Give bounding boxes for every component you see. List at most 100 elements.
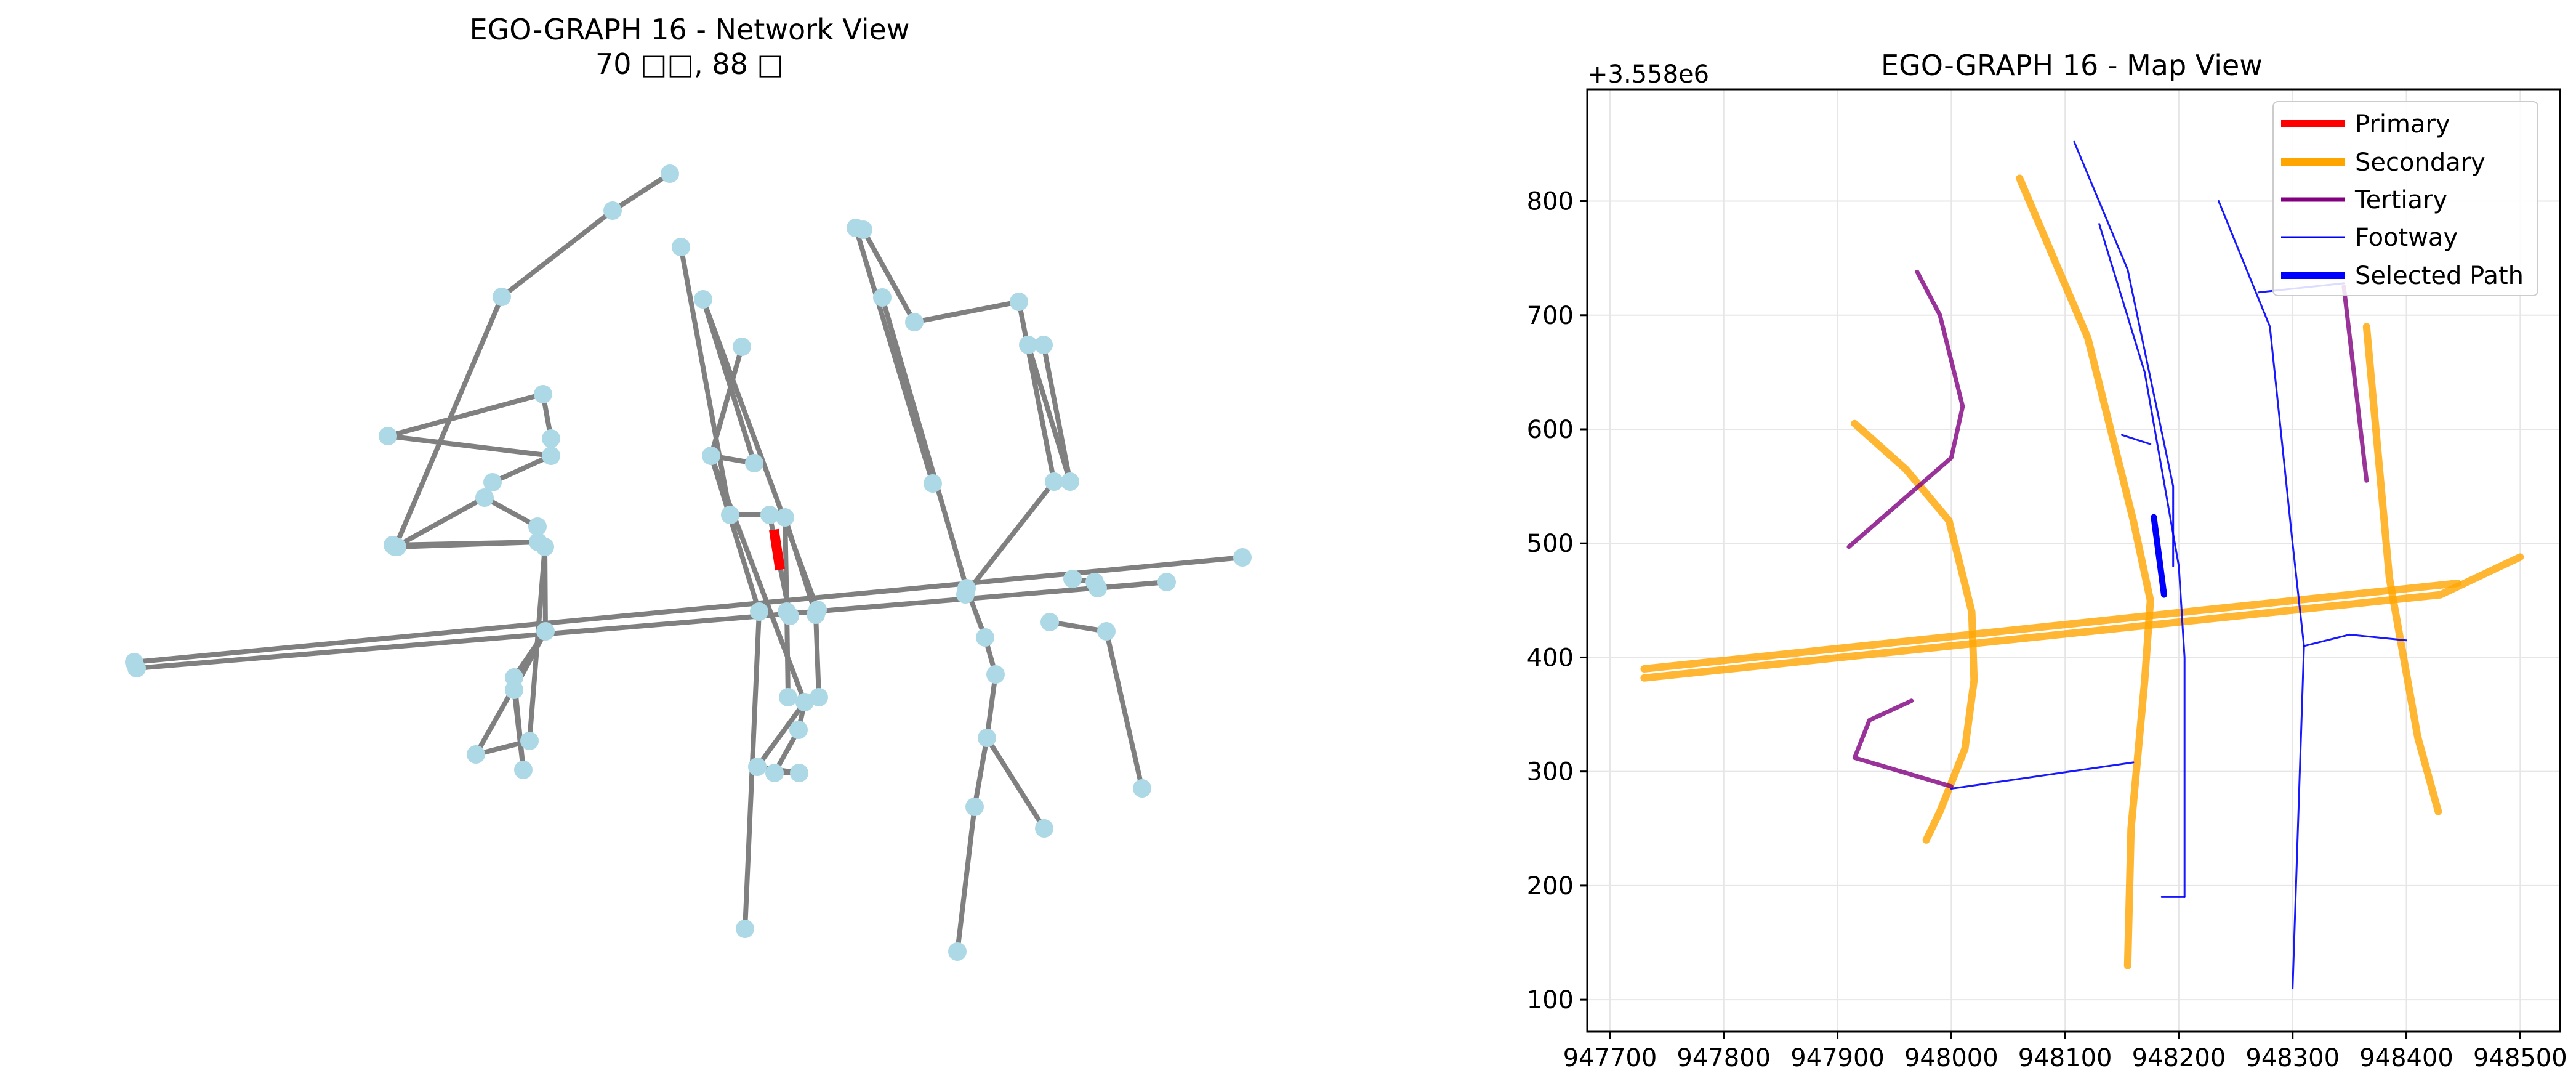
network-edge bbox=[1041, 344, 1073, 482]
network-nodes bbox=[125, 164, 1252, 961]
network-edges bbox=[134, 171, 1243, 952]
map-line-footway bbox=[2303, 633, 2407, 647]
network-node bbox=[388, 538, 406, 556]
network-highlight-edge bbox=[769, 528, 785, 571]
network-node bbox=[745, 454, 763, 472]
network-subtitle: 70 □□, 88 □ bbox=[595, 47, 784, 81]
network-node bbox=[1089, 579, 1107, 597]
network-edge bbox=[500, 208, 614, 299]
map-line-secondary bbox=[1640, 580, 2461, 673]
x-tick-label: 947900 bbox=[1790, 1044, 1885, 1072]
network-node bbox=[1040, 613, 1059, 631]
network-node bbox=[1157, 573, 1176, 591]
y-tick-label: 100 bbox=[1527, 986, 1574, 1014]
network-node bbox=[760, 506, 779, 524]
network-edge bbox=[611, 171, 672, 213]
network-node bbox=[736, 920, 754, 938]
y-tick-label: 600 bbox=[1527, 416, 1574, 444]
y-tick-label: 700 bbox=[1527, 302, 1574, 330]
network-node bbox=[1034, 336, 1053, 354]
network-edge bbox=[701, 298, 820, 611]
legend-label-tertiary: Tertiary bbox=[2354, 186, 2447, 214]
network-node bbox=[976, 628, 994, 647]
network-edge bbox=[853, 227, 935, 485]
network-node bbox=[765, 764, 784, 782]
map-line-footway bbox=[1950, 761, 2135, 790]
network-node bbox=[905, 313, 924, 331]
map-offset-label: +3.558e6 bbox=[1587, 60, 1709, 89]
y-tick-label: 500 bbox=[1527, 530, 1574, 558]
network-edge bbox=[1049, 620, 1107, 634]
map-line-footway bbox=[2121, 434, 2152, 445]
network-edge bbox=[963, 480, 1057, 596]
network-edge bbox=[861, 229, 917, 323]
network-node bbox=[536, 538, 554, 556]
x-tick-label: 948300 bbox=[2245, 1044, 2340, 1072]
network-node bbox=[127, 659, 146, 677]
network-edge bbox=[527, 546, 547, 742]
network-node bbox=[948, 942, 967, 961]
network-node bbox=[694, 290, 712, 309]
network-node bbox=[873, 288, 892, 307]
network-node bbox=[542, 447, 560, 465]
network-edge bbox=[984, 736, 1047, 830]
network-node bbox=[978, 729, 996, 747]
y-tick-label: 300 bbox=[1527, 758, 1574, 787]
x-tick-label: 948000 bbox=[1904, 1044, 1998, 1072]
network-edge bbox=[709, 346, 744, 457]
map-line-footway bbox=[2073, 140, 2175, 567]
network-edge bbox=[914, 299, 1020, 325]
legend-label-footway: Footway bbox=[2355, 224, 2458, 252]
network-edge bbox=[955, 806, 977, 952]
network-node bbox=[810, 688, 828, 706]
network-node bbox=[1045, 472, 1063, 491]
network-node bbox=[528, 517, 547, 536]
network-edge bbox=[972, 737, 989, 807]
network-edge bbox=[813, 614, 821, 698]
network-edge bbox=[387, 434, 552, 458]
map-line-secondary bbox=[2016, 174, 2154, 969]
network-node bbox=[748, 758, 767, 776]
network-node bbox=[1061, 472, 1079, 491]
network-node bbox=[986, 665, 1005, 684]
network-edge bbox=[709, 455, 807, 703]
map-line-tertiary bbox=[1846, 269, 1965, 549]
network-node bbox=[603, 201, 622, 220]
network-node bbox=[536, 622, 555, 641]
map-line-selected bbox=[2151, 514, 2167, 598]
network-edge bbox=[678, 246, 733, 516]
map-line-secondary bbox=[2362, 323, 2442, 815]
network-edge bbox=[512, 689, 526, 770]
map-line-footway bbox=[2218, 200, 2305, 990]
network-edge bbox=[1016, 301, 1057, 482]
network-edge bbox=[880, 296, 969, 589]
x-tick-label: 947700 bbox=[1563, 1044, 1657, 1072]
map-line-secondary bbox=[1851, 419, 1978, 844]
network-node bbox=[750, 602, 768, 621]
network-node bbox=[475, 488, 494, 507]
network-node bbox=[1233, 548, 1252, 567]
x-tick-label: 948400 bbox=[2359, 1044, 2453, 1072]
network-node bbox=[520, 732, 539, 750]
network-node bbox=[854, 220, 872, 239]
network-node bbox=[379, 427, 397, 445]
map-line-tertiary bbox=[2341, 284, 2369, 483]
network-edge bbox=[396, 540, 539, 549]
network-node bbox=[733, 338, 751, 356]
network-edge bbox=[136, 580, 1167, 671]
network-edge bbox=[394, 495, 486, 549]
network-node bbox=[514, 761, 533, 779]
network-edge bbox=[1026, 344, 1073, 483]
x-tick-label: 947800 bbox=[1676, 1044, 1771, 1072]
map-ticks: 947700 947800 947900 948000 948100 948200 9483… bbox=[1527, 188, 2567, 1072]
x-tick-label: 948200 bbox=[2132, 1044, 2226, 1072]
network-node bbox=[493, 288, 511, 306]
network-node bbox=[505, 681, 523, 699]
network-node bbox=[1063, 570, 1082, 588]
map-line-secondary bbox=[1640, 553, 2524, 682]
network-node bbox=[1035, 819, 1053, 838]
network-node bbox=[779, 688, 797, 706]
network-edge bbox=[134, 555, 1243, 665]
network-node bbox=[534, 385, 552, 403]
